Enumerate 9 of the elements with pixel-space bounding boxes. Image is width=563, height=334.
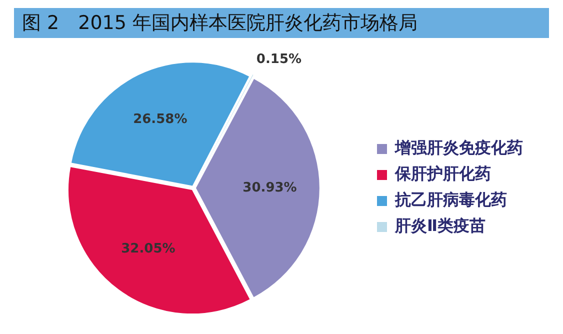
legend-label: 肝炎Ⅱ类疫苗 (394, 216, 486, 236)
legend-label: 增强肝炎免疫化药 (394, 138, 523, 158)
chart-title: 图 2 2015 年国内样本医院肝炎化药市场格局 (14, 8, 549, 38)
legend-label: 保肝护肝化药 (394, 164, 491, 184)
legend-label: 抗乙肝病毒化药 (394, 190, 507, 210)
data-label: 32.05% (121, 242, 176, 257)
data-label: 26.58% (133, 112, 188, 127)
data-label: 0.15% (256, 52, 302, 67)
data-label: 30.93% (242, 180, 297, 196)
